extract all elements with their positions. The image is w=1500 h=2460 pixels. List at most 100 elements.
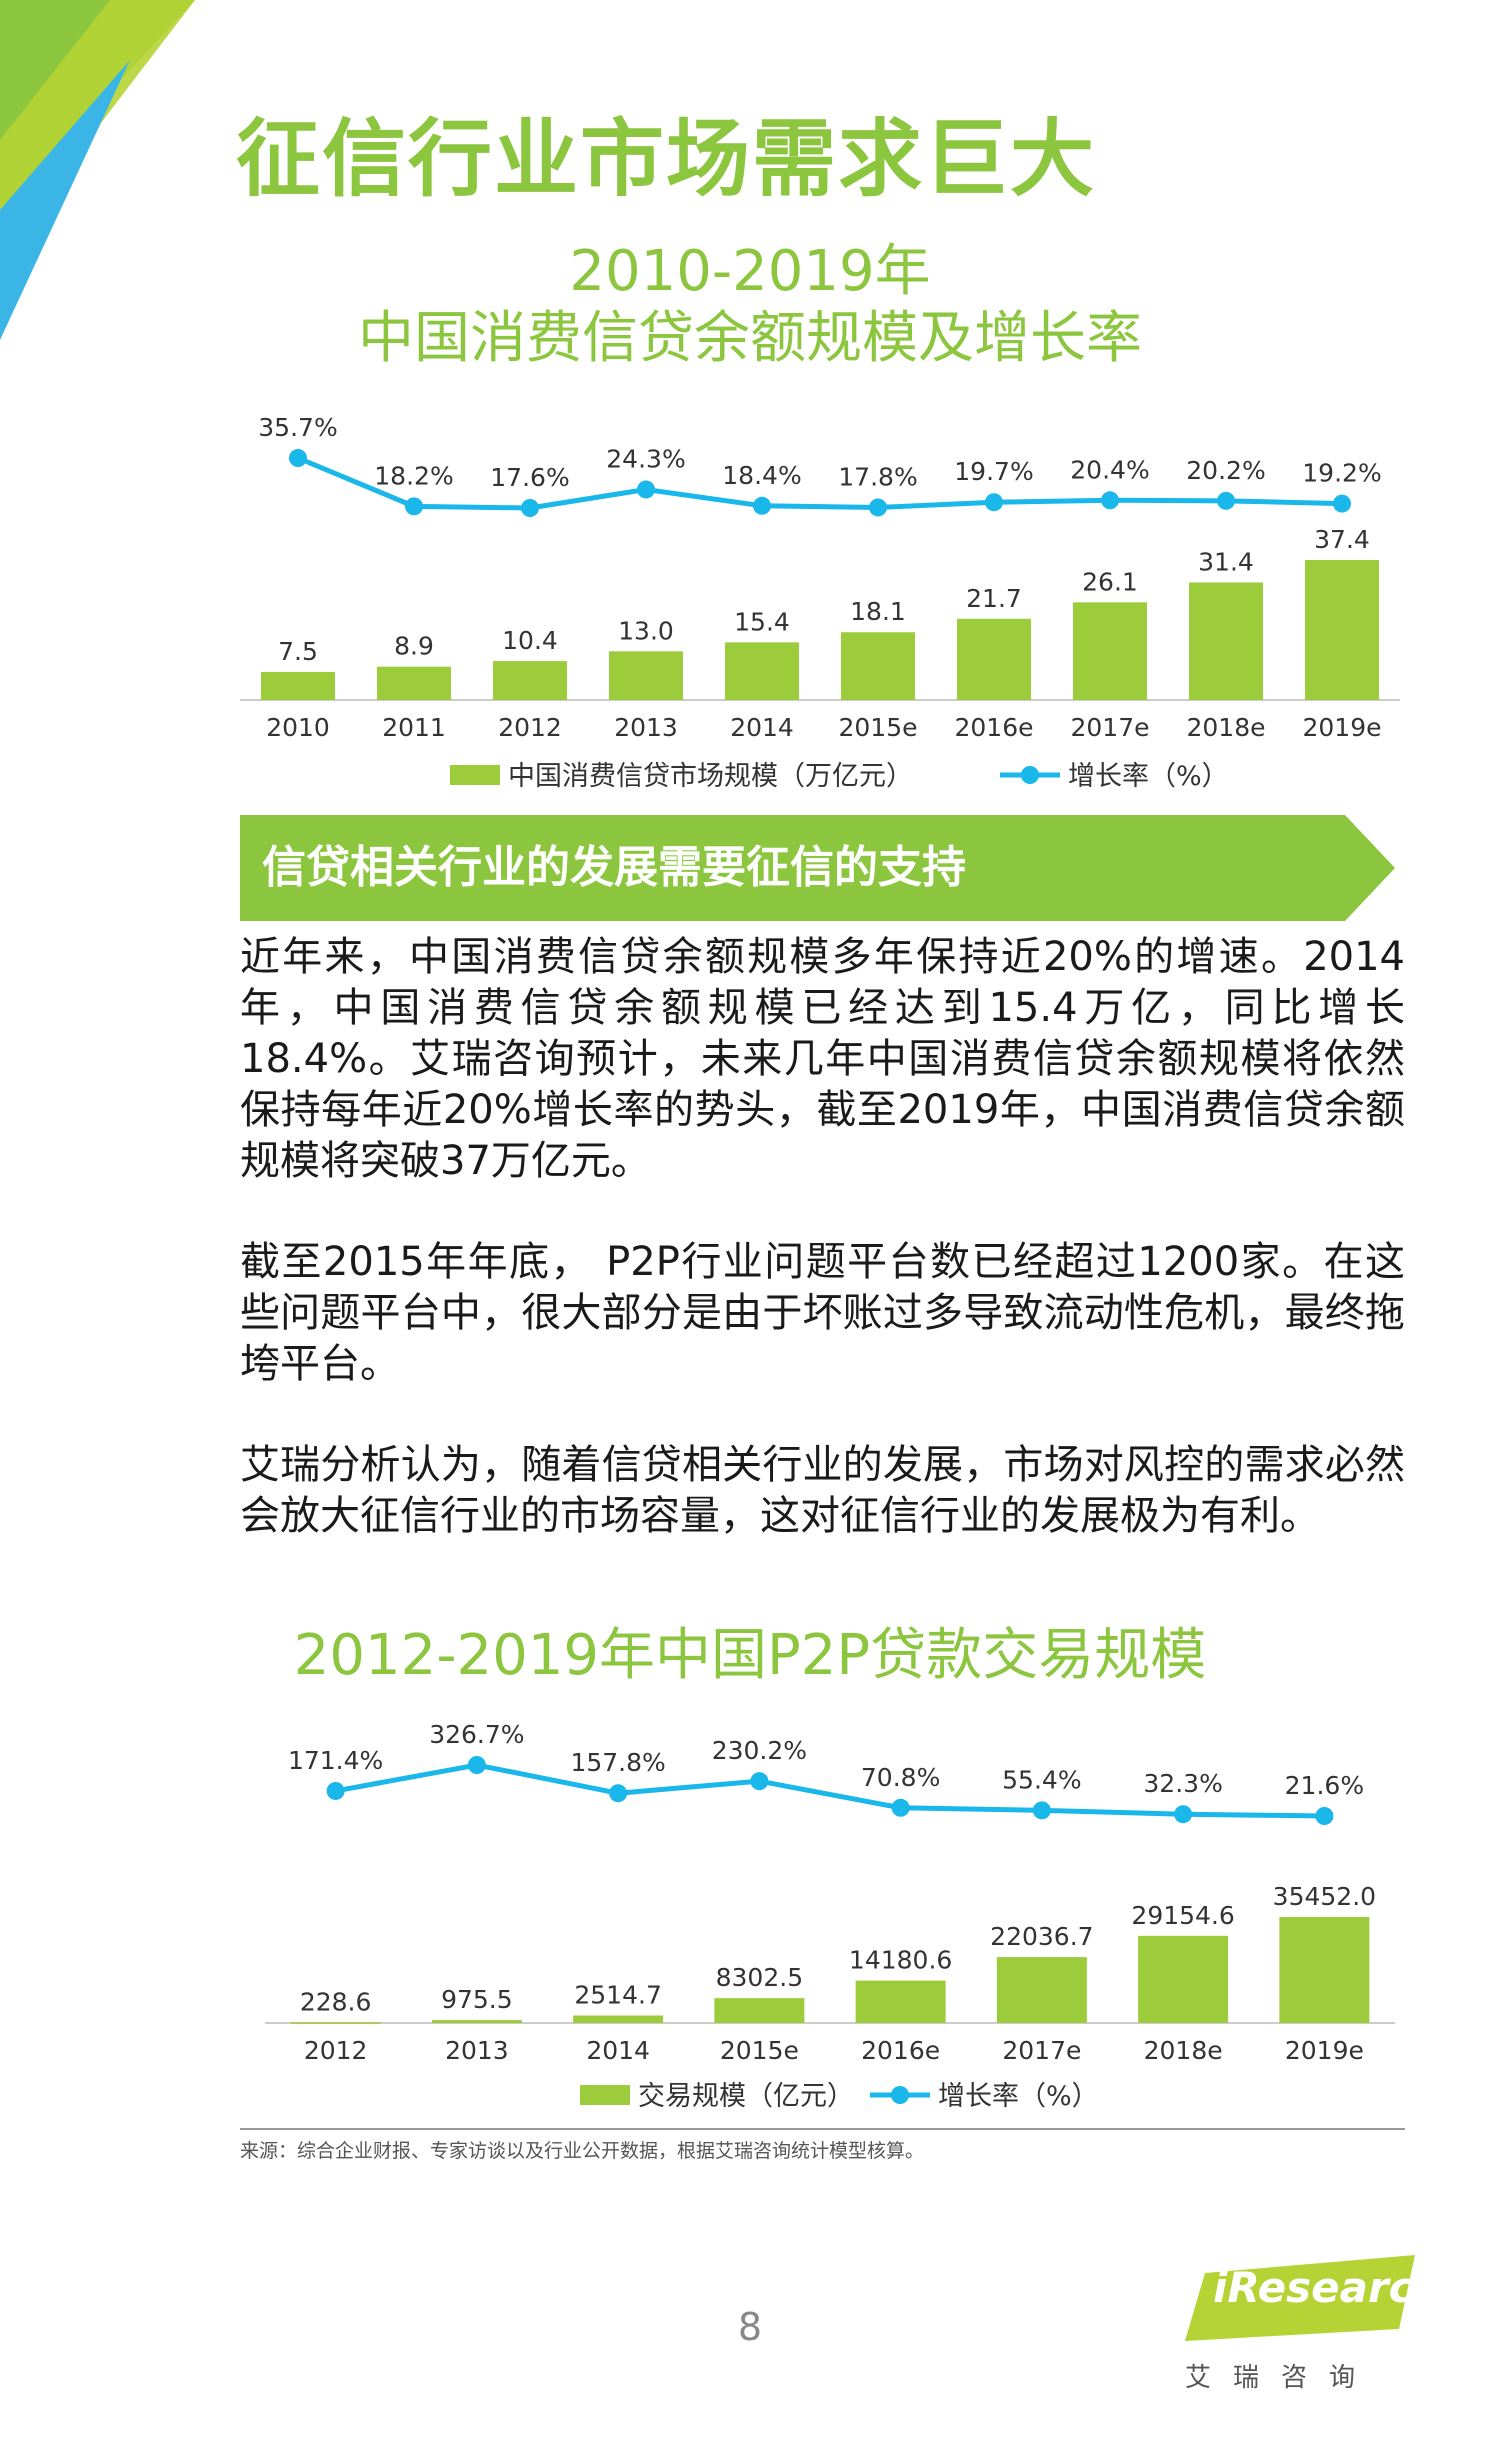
growth-point-2017e xyxy=(1032,1801,1051,1820)
legend-bar-swatch xyxy=(580,2085,630,2105)
tick-label-2018e: 2018e xyxy=(1186,713,1265,742)
bar-2015e xyxy=(714,1998,805,2023)
bar-label-2014: 15.4 xyxy=(734,607,790,636)
growth-label-2013: 24.3% xyxy=(606,444,685,473)
bar-label-2016e: 14180.6 xyxy=(849,1946,952,1975)
tick-label-2017e: 2017e xyxy=(1002,2036,1081,2065)
growth-label-2018e: 32.3% xyxy=(1143,1769,1222,1798)
bar-label-2017e: 26.1 xyxy=(1082,567,1138,596)
legend-bar-swatch xyxy=(450,765,500,785)
chart1-title-block: 2010-2019年 中国消费信贷余额规模及增长率 xyxy=(0,238,1500,372)
growth-point-2014 xyxy=(609,1784,628,1803)
tick-label-2013: 2013 xyxy=(445,2036,509,2065)
bar-2016e xyxy=(957,618,1031,700)
legend-line-label: 增长率（%） xyxy=(1068,761,1229,792)
bar-2018e xyxy=(1138,1935,1229,2023)
bar-2013 xyxy=(431,2020,522,2023)
growth-label-2015e: 230.2% xyxy=(712,1736,807,1765)
growth-point-2012 xyxy=(326,1781,345,1800)
bar-2018e xyxy=(1189,582,1263,700)
iresearch-logo: iResearch 艾瑞咨询 xyxy=(1185,2255,1443,2395)
bar-label-2018e: 31.4 xyxy=(1198,547,1254,576)
growth-point-2011 xyxy=(405,497,423,516)
section-banner-text: 信贷相关行业的发展需要征信的支持 xyxy=(262,842,966,893)
growth-label-2012: 17.6% xyxy=(490,463,569,492)
chart1: 7.5 2010 8.9 2011 10.4 2012 13.0 2013 15.4 2014 18… xyxy=(240,413,1400,792)
bar-2015e xyxy=(841,632,915,700)
growth-point-2010 xyxy=(289,449,307,467)
growth-label-2014: 18.4% xyxy=(722,461,801,490)
legend-bar-label: 交易规模（亿元） xyxy=(638,2081,854,2112)
tick-label-2015e: 2015e xyxy=(838,713,917,742)
chart2-title: 2012-2019年中国P2P贷款交易规模 xyxy=(293,1623,1207,1688)
bar-label-2016e: 21.7 xyxy=(966,584,1022,613)
growth-point-2019e xyxy=(1315,1807,1334,1825)
paragraph-3: 艾瑞分析认为，随着信贷相关行业的发展，市场对风控的需求必然会放大征信行业的市场容… xyxy=(240,1442,1405,1539)
bar-label-2019e: 35452.0 xyxy=(1273,1882,1376,1911)
bar-2017e xyxy=(996,1957,1087,2023)
chart2-title-block: 2012-2019年中国P2P贷款交易规模 xyxy=(0,1622,1500,1689)
growth-label-2010: 35.7% xyxy=(258,413,337,442)
chart1-title: 2010-2019年 xyxy=(569,239,931,304)
bar-label-2017e: 22036.7 xyxy=(990,1922,1093,1951)
logo-brand: iResearch xyxy=(1213,2263,1444,2312)
legend-line-marker xyxy=(891,2086,909,2104)
growth-label-2019e: 19.2% xyxy=(1302,459,1381,488)
corner-decoration xyxy=(0,0,195,340)
page-title: 征信行业市场需求巨大 xyxy=(236,110,1097,208)
tick-label-2019e: 2019e xyxy=(1302,713,1381,742)
growth-point-2016e xyxy=(891,1798,910,1817)
bar-2010 xyxy=(261,671,335,700)
bar-label-2012: 228.6 xyxy=(300,1987,372,2016)
chart2: 228.6 2012 975.5 2013 2514.7 2014 8302.5 2015e 1… xyxy=(265,1720,1395,2112)
bar-label-2012: 10.4 xyxy=(502,626,558,655)
tick-label-2018e: 2018e xyxy=(1144,2036,1223,2065)
growth-label-2017e: 55.4% xyxy=(1002,1765,1081,1794)
bar-2019e xyxy=(1279,1917,1370,2023)
bar-2011 xyxy=(377,666,451,700)
bar-label-2018e: 29154.6 xyxy=(1131,1901,1234,1930)
bar-2017e xyxy=(1073,602,1147,700)
growth-label-2016e: 19.7% xyxy=(954,457,1033,486)
bar-label-2019e: 37.4 xyxy=(1314,525,1370,554)
tick-label-2012: 2012 xyxy=(498,713,562,742)
bar-2012 xyxy=(290,2022,381,2024)
tick-label-2011: 2011 xyxy=(382,713,446,742)
tick-label-2019e: 2019e xyxy=(1285,2036,1364,2065)
paragraph-1: 近年来，中国消费信贷余额规模多年保持近20%的增速。2014年，中国消费信贷余额… xyxy=(240,934,1405,1184)
growth-point-2015e xyxy=(869,498,887,517)
paragraph-2: 截至2015年年底， P2P行业问题平台数已经超过1200家。在这些问题平台中，… xyxy=(240,1239,1405,1387)
tick-label-2017e: 2017e xyxy=(1070,713,1149,742)
growth-point-2016e xyxy=(985,493,1003,512)
tick-label-2013: 2013 xyxy=(614,713,678,742)
source-note: 来源：综合企业财报、专家访谈以及行业公开数据，根据艾瑞咨询统计模型核算。 xyxy=(240,2140,925,2162)
growth-point-2012 xyxy=(521,499,539,517)
growth-point-2018e xyxy=(1217,491,1235,510)
tick-label-2014: 2014 xyxy=(730,713,794,742)
growth-label-2016e: 70.8% xyxy=(861,1763,940,1792)
bar-label-2015e: 8302.5 xyxy=(716,1963,803,1992)
bar-2016e xyxy=(855,1980,946,2023)
tick-label-2015e: 2015e xyxy=(720,2036,799,2065)
bar-label-2015e: 18.1 xyxy=(850,597,906,626)
tick-label-2016e: 2016e xyxy=(861,2036,940,2065)
body-text: 近年来，中国消费信贷余额规模多年保持近20%的增速。2014年，中国消费信贷余额… xyxy=(240,932,1405,1592)
bar-2012 xyxy=(493,661,567,700)
bar-2019e xyxy=(1305,560,1379,700)
growth-rate-line xyxy=(297,455,1343,511)
tick-label-2012: 2012 xyxy=(304,2036,368,2065)
tick-label-2014: 2014 xyxy=(586,2036,650,2065)
bar-label-2011: 8.9 xyxy=(394,632,434,661)
page-number: 8 xyxy=(737,2305,763,2349)
growth-point-2013 xyxy=(637,480,655,499)
bar-label-2010: 7.5 xyxy=(278,637,318,666)
chart1-subtitle: 中国消费信贷余额规模及增长率 xyxy=(358,306,1142,372)
growth-point-2013 xyxy=(467,1756,486,1774)
legend-bar-label: 中国消费信贷市场规模（万亿元） xyxy=(508,761,913,792)
growth-label-2015e: 17.8% xyxy=(838,462,917,491)
bar-2014 xyxy=(725,642,799,700)
growth-point-2017e xyxy=(1101,491,1119,510)
growth-label-2012: 171.4% xyxy=(288,1746,383,1775)
logo-cn: 艾瑞咨询 xyxy=(1185,2363,1378,2393)
growth-label-2013: 326.7% xyxy=(429,1720,524,1749)
